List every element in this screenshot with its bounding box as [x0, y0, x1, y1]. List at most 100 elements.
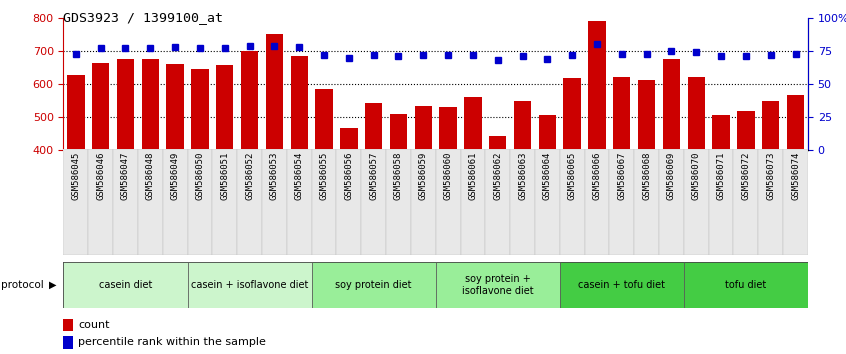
Text: soy protein +
isoflavone diet: soy protein + isoflavone diet [462, 274, 534, 296]
Bar [539, 115, 556, 283]
Bar [634, 149, 659, 255]
Bar [311, 262, 436, 308]
Bar [712, 115, 730, 283]
Bar [436, 262, 560, 308]
Text: tofu diet: tofu diet [725, 280, 766, 290]
Text: ▶: ▶ [49, 280, 57, 290]
Text: GSM586058: GSM586058 [394, 152, 403, 200]
Bar [117, 59, 135, 283]
Text: GSM586051: GSM586051 [220, 152, 229, 200]
Bar [510, 149, 535, 255]
Text: casein + tofu diet: casein + tofu diet [579, 280, 665, 290]
Text: GSM586073: GSM586073 [766, 152, 775, 200]
Text: GSM586069: GSM586069 [667, 152, 676, 200]
Bar [337, 149, 361, 255]
Bar [535, 149, 560, 255]
Bar [290, 56, 308, 283]
Bar [659, 149, 684, 255]
Bar [361, 149, 386, 255]
Bar [709, 149, 733, 255]
Bar [662, 59, 680, 283]
Bar [212, 149, 237, 255]
Bar [316, 89, 332, 283]
Bar [563, 79, 581, 283]
Bar [585, 149, 609, 255]
Text: GSM586048: GSM586048 [146, 152, 155, 200]
Text: GSM586070: GSM586070 [692, 152, 700, 200]
Bar [92, 63, 109, 283]
Bar [560, 149, 585, 255]
Text: GSM586054: GSM586054 [294, 152, 304, 200]
Bar [138, 149, 162, 255]
Bar [684, 149, 709, 255]
Bar [63, 319, 73, 331]
Text: soy protein diet: soy protein diet [335, 280, 412, 290]
Bar [241, 51, 258, 283]
Bar [237, 149, 262, 255]
Bar [783, 149, 808, 255]
Text: GSM586063: GSM586063 [518, 152, 527, 200]
Text: GDS3923 / 1399100_at: GDS3923 / 1399100_at [63, 11, 223, 24]
Bar [63, 262, 188, 308]
Bar [436, 149, 460, 255]
Text: GSM586057: GSM586057 [369, 152, 378, 200]
Bar [287, 149, 311, 255]
Bar [188, 262, 311, 308]
Text: GSM586047: GSM586047 [121, 152, 130, 200]
Bar [188, 149, 212, 255]
Bar [216, 65, 233, 283]
Bar [489, 136, 507, 283]
Bar [613, 77, 630, 283]
Bar [609, 149, 634, 255]
Bar [141, 59, 159, 283]
Text: GSM586055: GSM586055 [320, 152, 328, 200]
Bar [688, 78, 705, 283]
Text: casein + isoflavone diet: casein + isoflavone diet [191, 280, 308, 290]
Text: GSM586049: GSM586049 [171, 152, 179, 200]
Text: GSM586046: GSM586046 [96, 152, 105, 200]
Bar [191, 69, 209, 283]
Text: GSM586067: GSM586067 [618, 152, 626, 200]
Bar [411, 149, 436, 255]
Bar [340, 128, 358, 283]
Text: GSM586050: GSM586050 [195, 152, 205, 200]
Bar [262, 149, 287, 255]
Bar [737, 111, 755, 283]
Bar [560, 262, 684, 308]
Bar [63, 336, 73, 349]
Bar [787, 95, 805, 283]
Text: count: count [79, 320, 110, 330]
Bar [415, 106, 432, 283]
Bar [684, 262, 808, 308]
Text: percentile rank within the sample: percentile rank within the sample [79, 337, 266, 347]
Text: GSM586066: GSM586066 [592, 152, 602, 200]
Bar [67, 75, 85, 283]
Bar [514, 101, 531, 283]
Text: GSM586062: GSM586062 [493, 152, 503, 200]
Text: GSM586059: GSM586059 [419, 152, 428, 200]
Text: GSM586056: GSM586056 [344, 152, 354, 200]
Text: GSM586065: GSM586065 [568, 152, 577, 200]
Bar [464, 97, 481, 283]
Text: GSM586053: GSM586053 [270, 152, 279, 200]
Bar [439, 107, 457, 283]
Bar [167, 64, 184, 283]
Bar [311, 149, 337, 255]
Text: GSM586068: GSM586068 [642, 152, 651, 200]
Text: casein diet: casein diet [99, 280, 152, 290]
Text: protocol: protocol [1, 280, 44, 290]
Bar [460, 149, 486, 255]
Bar [762, 101, 779, 283]
Text: GSM586045: GSM586045 [71, 152, 80, 200]
Bar [113, 149, 138, 255]
Bar [386, 149, 411, 255]
Bar [365, 103, 382, 283]
Bar [486, 149, 510, 255]
Bar [588, 21, 606, 283]
Text: GSM586074: GSM586074 [791, 152, 800, 200]
Bar [638, 80, 656, 283]
Text: GSM586071: GSM586071 [717, 152, 726, 200]
Bar [266, 34, 283, 283]
Bar [63, 149, 88, 255]
Text: GSM586072: GSM586072 [741, 152, 750, 200]
